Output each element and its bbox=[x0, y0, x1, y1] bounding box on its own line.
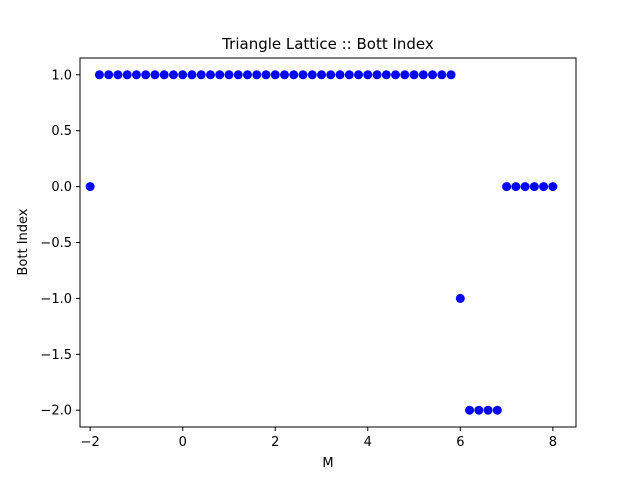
data-point bbox=[428, 70, 438, 80]
data-point bbox=[344, 70, 354, 80]
data-point bbox=[307, 70, 317, 80]
data-point bbox=[242, 70, 252, 80]
data-point bbox=[446, 70, 456, 80]
y-tick-label: −0.5 bbox=[40, 236, 72, 251]
x-axis-label: M bbox=[322, 456, 333, 471]
data-point bbox=[511, 182, 521, 192]
data-point bbox=[363, 70, 373, 80]
data-point bbox=[474, 405, 484, 415]
data-point bbox=[131, 70, 141, 80]
data-point bbox=[205, 70, 215, 80]
x-tick-label: 2 bbox=[271, 435, 279, 450]
data-point bbox=[418, 70, 428, 80]
data-point bbox=[122, 70, 132, 80]
data-point bbox=[354, 70, 364, 80]
data-point bbox=[391, 70, 401, 80]
data-point bbox=[215, 70, 225, 80]
data-point bbox=[252, 70, 262, 80]
y-tick-label: 1.0 bbox=[51, 68, 72, 83]
data-point bbox=[455, 293, 465, 303]
x-tick-label: 6 bbox=[456, 435, 464, 450]
data-point bbox=[492, 405, 502, 415]
data-point bbox=[178, 70, 188, 80]
y-tick-label: 0.0 bbox=[51, 180, 72, 195]
data-point bbox=[196, 70, 206, 80]
data-point bbox=[400, 70, 410, 80]
y-tick-label: −2.0 bbox=[40, 404, 72, 419]
data-point bbox=[261, 70, 271, 80]
data-point bbox=[539, 182, 549, 192]
data-point bbox=[548, 182, 558, 192]
data-point bbox=[224, 70, 234, 80]
x-tick-label: 0 bbox=[179, 435, 187, 450]
x-axis-ticks: −2 0 2 4 6 8 bbox=[81, 427, 557, 450]
data-point bbox=[529, 182, 539, 192]
x-tick-label: 4 bbox=[364, 435, 372, 450]
data-point bbox=[104, 70, 114, 80]
data-point bbox=[317, 70, 327, 80]
y-tick-label: −1.5 bbox=[40, 348, 72, 363]
data-point bbox=[289, 70, 299, 80]
data-point bbox=[187, 70, 197, 80]
data-point bbox=[150, 70, 160, 80]
data-point bbox=[437, 70, 447, 80]
data-point bbox=[168, 70, 178, 80]
data-point bbox=[159, 70, 169, 80]
data-point bbox=[483, 405, 493, 415]
data-point bbox=[141, 70, 151, 80]
data-point bbox=[465, 405, 475, 415]
data-points bbox=[85, 70, 558, 415]
x-tick-label: 8 bbox=[549, 435, 557, 450]
data-point bbox=[85, 182, 95, 192]
data-point bbox=[298, 70, 308, 80]
data-point bbox=[113, 70, 123, 80]
data-point bbox=[280, 70, 290, 80]
y-tick-label: −1.0 bbox=[40, 292, 72, 307]
data-point bbox=[335, 70, 345, 80]
y-axis-label: Bott Index bbox=[16, 208, 31, 275]
data-point bbox=[381, 70, 391, 80]
y-axis-ticks: 1.0 0.5 0.0 −0.5 −1.0 −1.5 −2.0 bbox=[40, 68, 80, 419]
chart-title: Triangle Lattice :: Bott Index bbox=[221, 35, 434, 53]
x-tick-label: −2 bbox=[81, 435, 100, 450]
data-point bbox=[502, 182, 512, 192]
data-point bbox=[326, 70, 336, 80]
data-point bbox=[409, 70, 419, 80]
data-point bbox=[94, 70, 104, 80]
data-point bbox=[520, 182, 530, 192]
data-point bbox=[270, 70, 280, 80]
data-point bbox=[372, 70, 382, 80]
y-tick-label: 0.5 bbox=[51, 124, 72, 139]
data-point bbox=[233, 70, 243, 80]
